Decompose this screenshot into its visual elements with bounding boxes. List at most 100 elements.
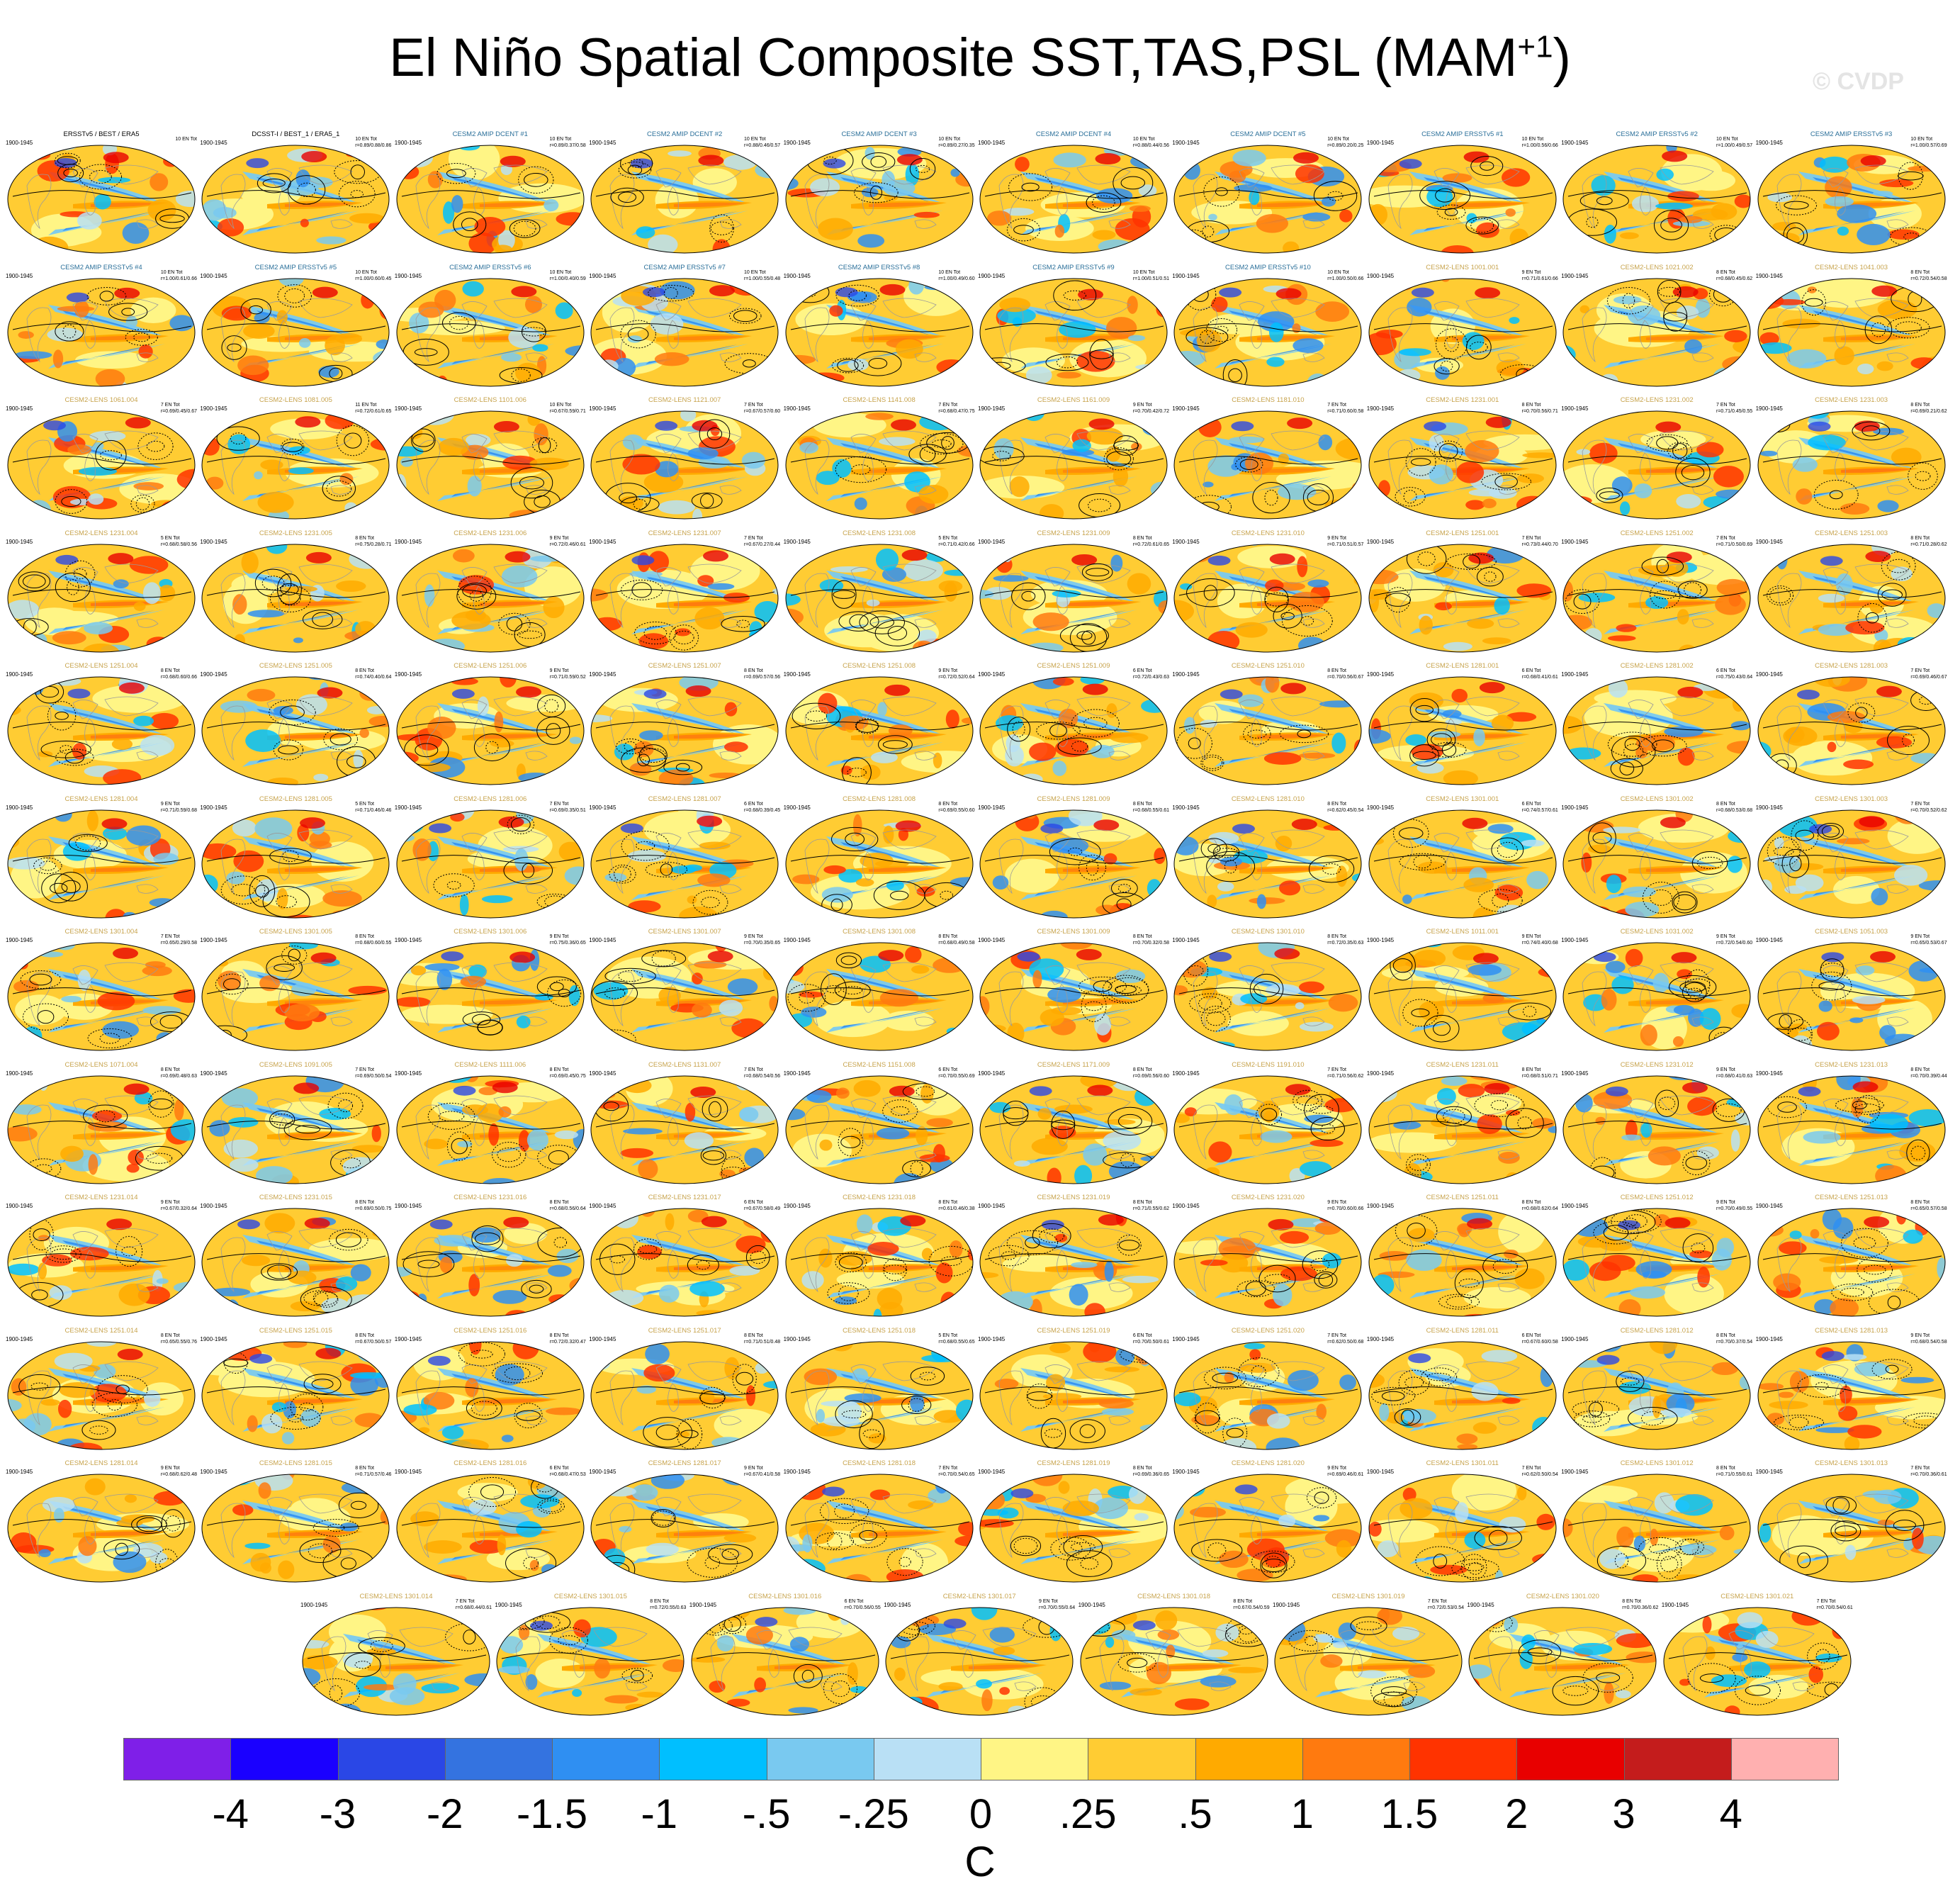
panel-correlations: r=0.71/0.55/0.61 — [1716, 1472, 1753, 1477]
panel-period: 1900-1945 — [394, 272, 422, 279]
map-globe — [7, 1075, 196, 1184]
panel-event-count: 6 EN Tot r=0.70/0.56/0.55 — [845, 1598, 881, 1611]
panel-correlations: r=0.72/0.54/0.58 — [1910, 276, 1947, 281]
map-panel: CESM2 AMIP DCENT #4 1900-1945 10 EN Tot r=0… — [978, 130, 1169, 257]
panel-event-count: 10 EN Tot r=0.88/0.46/0.57 — [744, 136, 780, 149]
panel-title: CESM2-LENS 1101.006 — [454, 396, 526, 404]
panel-correlations: r=0.70/0.50/0.61 — [1132, 1339, 1169, 1345]
map-globe — [396, 544, 585, 652]
panel-events: 9 EN Tot — [938, 668, 958, 673]
panel-event-count: 9 EN Tot r=0.70/0.60/0.66 — [1327, 1199, 1363, 1212]
panel-correlations: r=0.70/0.56/0.67 — [1327, 675, 1364, 680]
panel-title: CESM2-LENS 1161.009 — [1037, 396, 1110, 404]
map-globe — [590, 278, 779, 386]
panel-events: 8 EN Tot — [1233, 1598, 1253, 1604]
anomaly-field — [396, 278, 584, 386]
panel-title: CESM2-LENS 1121.007 — [648, 396, 721, 404]
panel-period: 1900-1945 — [1366, 804, 1395, 811]
panel-title: CESM2-LENS 1301.012 — [1620, 1459, 1694, 1467]
panel-correlations: r=0.70/0.56/0.71 — [1521, 409, 1558, 414]
panel-title: CESM2-LENS 1251.018 — [843, 1326, 916, 1335]
panel-correlations: r=0.70/0.32/0.58 — [1132, 941, 1169, 946]
colorbar-swatch — [659, 1738, 767, 1780]
map-globe — [201, 1341, 390, 1449]
colorbar-tick-label: 4 — [1719, 1791, 1742, 1837]
panel-correlations: r=0.71/0.51/0.57 — [1327, 542, 1364, 547]
map-panel: CESM2-LENS 1281.008 1900-1945 8 EN Tot r=0.… — [784, 795, 975, 921]
panel-title: CESM2-LENS 1231.019 — [1037, 1194, 1110, 1201]
panel-event-count: 5 EN Tot r=0.68/0.55/0.65 — [938, 1333, 974, 1345]
map-panel: CESM2-LENS 1131.007 1900-1945 7 EN Tot r=0.… — [589, 1061, 780, 1187]
panel-title: CESM2-LENS 1301.008 — [843, 928, 916, 936]
panel-correlations: r=0.67/0.60/0.58 — [1521, 1339, 1558, 1345]
panel-events: 8 EN Tot — [1132, 535, 1152, 541]
panel-correlations: r=0.71/0.59/0.52 — [549, 675, 586, 680]
colorbar-tick-label: .5 — [1178, 1791, 1212, 1837]
panel-event-count: 8 EN Tot r=0.72/0.55/0.63 — [650, 1598, 686, 1611]
panel-events: 8 EN Tot — [355, 934, 374, 939]
panel-period: 1900-1945 — [884, 1601, 911, 1608]
anomaly-field — [1563, 1208, 1751, 1316]
panel-event-count: 7 EN Tot r=0.72/0.53/0.54 — [1428, 1598, 1464, 1611]
panel-title: CESM2 AMIP ERSSTv5 #2 — [1616, 130, 1698, 138]
panel-events: 10 EN Tot — [1132, 269, 1155, 275]
anomaly-field — [202, 1208, 390, 1316]
map-globe — [1368, 278, 1557, 386]
panel-period: 1900-1945 — [589, 1335, 616, 1342]
panel-correlations: r=0.70/0.42/0.72 — [1132, 409, 1169, 414]
panel-event-count: 8 EN Tot r=0.72/0.61/0.65 — [1133, 535, 1169, 548]
map-globe — [1173, 278, 1362, 386]
anomaly-field — [1757, 1341, 1945, 1449]
map-globe — [1562, 1075, 1751, 1184]
map-globe — [1173, 410, 1362, 520]
panel-event-count: 8 EN Tot r=0.61/0.46/0.38 — [938, 1199, 974, 1212]
colorbar-swatch — [1195, 1738, 1303, 1780]
panel-events: 6 EN Tot — [844, 1598, 864, 1604]
map-panel: CESM2-LENS 1231.008 1900-1945 5 EN Tot r=0.… — [784, 529, 975, 656]
panel-title: CESM2-LENS 1231.016 — [454, 1194, 527, 1201]
panel-correlations: r=0.69/0.21/0.62 — [1910, 409, 1947, 414]
panel-event-count: 8 EN Tot r=0.65/0.55/0.76 — [161, 1333, 197, 1345]
panel-period: 1900-1945 — [1172, 538, 1200, 545]
panel-event-count: 7 EN Tot r=0.70/0.36/0.61 — [1910, 1465, 1947, 1478]
map-panel: CESM2-LENS 1281.013 1900-1945 9 EN Tot r=0.… — [1756, 1327, 1947, 1453]
panel-event-count: 8 EN Tot r=0.70/0.36/0.62 — [1622, 1598, 1658, 1611]
map-panel: CESM2-LENS 1251.001 1900-1945 7 EN Tot r=0.… — [1367, 529, 1558, 656]
anomaly-field — [1563, 1474, 1751, 1582]
panel-title: CESM2-LENS 1301.014 — [359, 1592, 433, 1600]
anomaly-field — [1174, 943, 1362, 1050]
panel-correlations: r=0.69/0.48/0.63 — [160, 1073, 197, 1079]
anomaly-field — [396, 1474, 584, 1582]
panel-event-count: 8 EN Tot r=0.68/0.62/0.64 — [1522, 1199, 1558, 1212]
panel-title: CESM2-LENS 1281.008 — [843, 795, 916, 803]
anomaly-field — [202, 411, 390, 519]
map-globe — [396, 278, 585, 386]
panel-events: 8 EN Tot — [355, 1200, 374, 1205]
panel-event-count: 9 EN Tot r=0.68/0.62/0.48 — [161, 1465, 197, 1478]
panel-period: 1900-1945 — [300, 1601, 328, 1608]
panel-events: 7 EN Tot — [1716, 535, 1735, 541]
panel-events: 6 EN Tot — [938, 1067, 958, 1072]
panel-event-count: 6 EN Tot r=0.68/0.41/0.61 — [1522, 668, 1558, 680]
panel-event-count: 6 EN Tot r=0.75/0.43/0.64 — [1716, 668, 1752, 680]
panel-correlations: r=0.68/0.41/0.61 — [1521, 675, 1558, 680]
panel-event-count: 7 EN Tot r=0.73/0.44/0.70 — [1522, 535, 1558, 548]
panel-events: 7 EN Tot — [1327, 1333, 1346, 1338]
panel-event-count: 6 EN Tot r=0.74/0.57/0.61 — [1522, 801, 1558, 814]
panel-correlations: r=0.71/0.46/0.46 — [355, 807, 392, 813]
map-globe — [1173, 1341, 1362, 1449]
colorbar-units: C — [964, 1838, 996, 1885]
map-panel: CESM2-LENS 1301.019 1900-1945 7 EN Tot r=0.… — [1273, 1593, 1464, 1719]
map-globe — [590, 1208, 779, 1317]
anomaly-field — [202, 943, 390, 1050]
panel-events: 8 EN Tot — [1521, 403, 1541, 408]
panel-correlations: r=1.00/0.49/0.60 — [938, 276, 975, 281]
panel-event-count: 6 EN Tot r=0.72/0.43/0.63 — [1133, 668, 1169, 680]
panel-title: CESM2-LENS 1281.007 — [648, 795, 721, 803]
anomaly-field — [785, 809, 973, 918]
panel-correlations: r=0.71/0.59/0.68 — [160, 807, 197, 813]
map-panel: CESM2-LENS 1061.004 1900-1945 7 EN Tot r=0.… — [6, 396, 197, 522]
panel-title: CESM2-LENS 1001.001 — [1426, 263, 1499, 271]
panel-events: 8 EN Tot — [1521, 1067, 1541, 1072]
panel-event-count: 6 EN Tot r=0.70/0.50/0.61 — [1133, 1333, 1169, 1345]
